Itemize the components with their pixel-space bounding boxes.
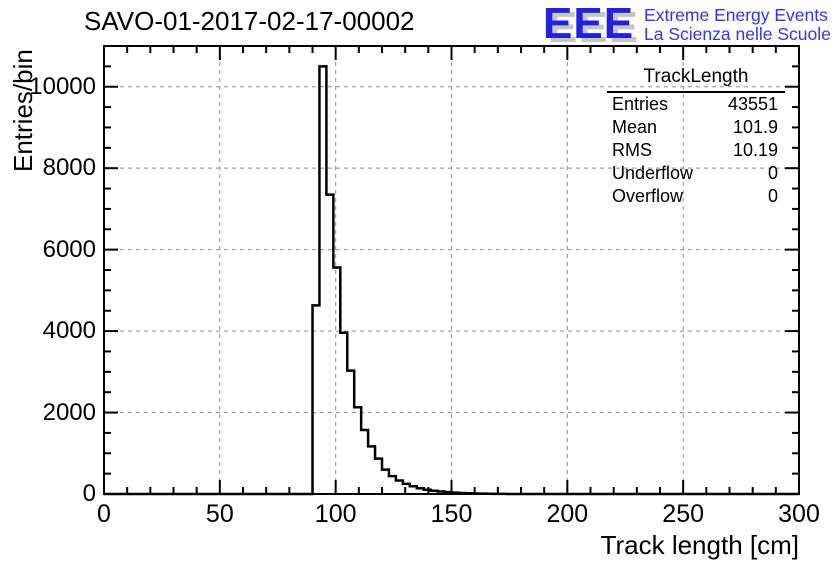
y-tick-label: 2000 [42,398,96,426]
stat-label: RMS [612,140,652,160]
stat-label: Mean [612,117,658,137]
stats-box: TrackLength Entries 43551 Mean 101.9 RMS… [607,65,785,208]
stats-row-underflow: Underflow 0 [607,162,785,185]
eee-logo-line2: La Scienza nelle Scuole [644,24,831,44]
x-tick-label: 0 [97,500,111,528]
stat-value: 0 [767,186,778,206]
stat-value: 101.9 [732,117,778,137]
y-tick-label: 8000 [42,154,96,182]
stat-label: Overflow [612,186,684,206]
stat-value: 43551 [727,94,778,114]
eee-logo-letters: EEE [543,0,635,48]
x-tick-label: 150 [430,500,473,528]
y-tick-label: 4000 [42,317,96,345]
x-tick-label: 50 [205,500,234,528]
stats-row-entries: Entries 43551 [607,93,785,116]
eee-logo: EEE Extreme Energy Events La Scienza nel… [543,2,831,46]
stats-row-mean: Mean 101.9 [607,116,785,139]
stat-label: Entries [612,94,669,114]
eee-logo-line1: Extreme Energy Events [644,5,828,25]
stats-row-overflow: Overflow 0 [607,185,785,208]
x-tick-label: 300 [778,500,820,528]
eee-logo-text: Extreme Energy Events La Scienza nelle S… [644,2,831,46]
stat-value: 0 [767,163,778,183]
x-tick-label: 100 [314,500,357,528]
x-axis-title: Track length [cm] [600,530,799,560]
x-tick-label: 250 [662,500,705,528]
stats-title: TrackLength [607,65,785,93]
stat-value: 10.19 [732,140,778,160]
y-tick-label: 0 [82,480,96,507]
stat-label: Underflow [612,163,694,183]
plot-frame [103,45,800,495]
stats-row-rms: RMS 10.19 [607,139,785,162]
y-tick-label: 6000 [42,235,96,263]
x-tick-label: 200 [546,500,589,528]
plot-title: SAVO-01-2017-02-17-00002 [84,6,415,36]
y-axis-title: Entries/bin [8,49,38,172]
y-tick-label: 10000 [29,72,96,100]
